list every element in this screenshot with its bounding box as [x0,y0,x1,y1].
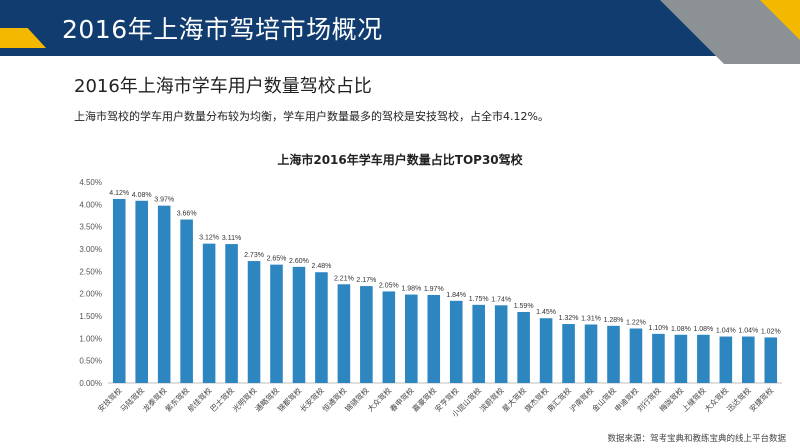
y-tick-label: 4.00% [79,200,102,209]
bar [157,205,171,383]
section-subtitle: 2016年上海市学车用户数量驾校占比 [74,76,372,97]
y-tick-label: 1.00% [79,334,102,343]
bar [674,334,688,383]
data-label: 2.21% [334,275,354,282]
y-tick-label: 3.50% [79,223,102,232]
bar [449,300,463,383]
bar [697,334,710,383]
data-label: 1.74% [491,296,511,303]
y-tick-label: 2.00% [79,290,102,299]
data-label: 1.08% [671,326,691,333]
data-label: 3.97% [154,197,174,204]
data-label: 4.12% [109,190,129,197]
bar [764,337,778,383]
data-label: 1.08% [693,326,713,333]
bar [405,294,418,383]
data-label: 1.45% [536,309,556,316]
bar [360,286,373,383]
data-label: 2.05% [379,282,399,289]
corner-yellow-tip [766,0,800,34]
data-label: 2.48% [312,263,332,270]
data-label: 1.02% [761,328,781,335]
data-label: 1.75% [469,296,489,303]
bar [247,261,261,383]
section-description: 上海市驾校的学车用户数量分布较为均衡，学车用户数量最多的驾校是安技驾校，占全市4… [74,110,549,123]
page-title: 2016年上海市驾培市场概况 [62,15,383,44]
data-label: 1.04% [738,328,758,335]
data-label: 1.22% [626,320,646,327]
bar [607,325,620,383]
y-tick-label: 3.00% [79,245,102,254]
bar [742,336,755,383]
bar [292,266,306,383]
data-label: 4.08% [132,192,152,199]
corner-gray-shape [660,0,800,64]
y-tick-label: 0.00% [79,379,102,388]
bar [539,318,553,383]
bar [337,284,351,383]
bar [270,264,283,383]
bar [225,244,238,383]
bar [472,304,485,383]
bar [315,272,328,383]
data-label: 3.11% [222,235,241,242]
bar [112,198,126,383]
header-corner-decoration [660,0,800,64]
bar [719,336,733,383]
y-tick-label: 4.50% [79,178,102,187]
data-label: 1.59% [514,303,534,310]
data-label: 1.31% [581,315,601,322]
bar [584,324,598,383]
data-label: 2.65% [267,256,287,263]
data-label: 1.28% [604,317,624,324]
data-label: 1.84% [446,292,466,299]
data-label: 2.73% [244,252,264,259]
bar [494,305,508,383]
data-label: 1.04% [716,328,736,335]
chart-title: 上海市2016年学车用户数量占比TOP30驾校 [277,153,523,167]
data-label: 1.97% [424,286,444,293]
bar [382,291,396,383]
data-label: 3.12% [199,235,219,242]
bar [202,243,216,383]
data-label: 1.32% [559,315,579,322]
header-bar [0,0,800,56]
data-label: 3.66% [177,211,197,218]
y-tick-label: 1.50% [79,312,102,321]
bar [135,200,148,383]
bar [562,324,575,383]
data-label: 1.98% [401,286,421,293]
bar [427,295,441,383]
data-label: 1.10% [649,325,669,332]
bar [629,328,643,383]
bar [652,333,665,383]
y-tick-label: 2.50% [79,267,102,276]
bar [517,311,530,383]
y-tick-label: 0.50% [79,357,102,366]
data-label: 2.17% [356,277,376,284]
data-label: 2.60% [289,258,309,265]
bar [180,219,193,383]
data-source-note: 数据来源：驾考宝典和教练宝典的线上平台数据 [607,434,786,444]
x-tick-label: 安捷驾校 [747,385,776,414]
